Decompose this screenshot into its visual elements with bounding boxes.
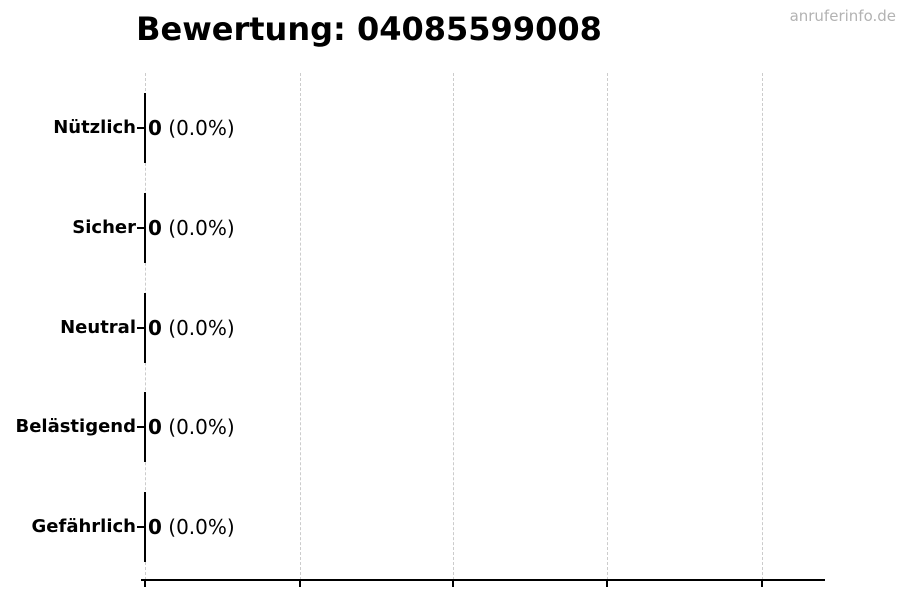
x-axis-line bbox=[141, 579, 825, 581]
value-count: 0 bbox=[148, 515, 162, 539]
vertical-gridline bbox=[300, 73, 301, 580]
x-axis-tick bbox=[299, 581, 301, 587]
y-axis-tick bbox=[137, 327, 144, 329]
value-count: 0 bbox=[148, 316, 162, 340]
bar bbox=[144, 193, 146, 263]
vertical-gridline bbox=[453, 73, 454, 580]
y-axis-tick bbox=[137, 127, 144, 129]
y-axis-tick bbox=[137, 227, 144, 229]
category-label: Sicher bbox=[72, 217, 136, 238]
y-axis-tick bbox=[137, 526, 144, 528]
y-axis-tick bbox=[137, 426, 144, 428]
value-annotation: 0 (0.0%) bbox=[148, 514, 235, 540]
value-count: 0 bbox=[148, 116, 162, 140]
value-count: 0 bbox=[148, 415, 162, 439]
chart-title: Bewertung: 04085599008 bbox=[136, 10, 602, 48]
vertical-gridline bbox=[607, 73, 608, 580]
category-label: Belästigend bbox=[15, 416, 136, 437]
bar bbox=[144, 93, 146, 163]
x-axis-tick bbox=[144, 581, 146, 587]
category-label: Gefährlich bbox=[31, 516, 136, 537]
vertical-gridline bbox=[762, 73, 763, 580]
value-percentage: (0.0%) bbox=[161, 116, 235, 140]
bar bbox=[144, 492, 146, 562]
value-percentage: (0.0%) bbox=[161, 515, 235, 539]
category-label: Neutral bbox=[60, 317, 136, 338]
x-axis-tick bbox=[761, 581, 763, 587]
watermark: anruferinfo.de bbox=[789, 7, 896, 25]
bar bbox=[144, 293, 146, 363]
value-percentage: (0.0%) bbox=[161, 415, 235, 439]
value-annotation: 0 (0.0%) bbox=[148, 215, 235, 241]
category-label: Nützlich bbox=[53, 117, 136, 138]
value-count: 0 bbox=[148, 216, 162, 240]
value-annotation: 0 (0.0%) bbox=[148, 315, 235, 341]
bar bbox=[144, 392, 146, 462]
value-annotation: 0 (0.0%) bbox=[148, 414, 235, 440]
x-axis-tick bbox=[606, 581, 608, 587]
value-percentage: (0.0%) bbox=[161, 316, 235, 340]
value-annotation: 0 (0.0%) bbox=[148, 115, 235, 141]
value-percentage: (0.0%) bbox=[161, 216, 235, 240]
x-axis-tick bbox=[452, 581, 454, 587]
